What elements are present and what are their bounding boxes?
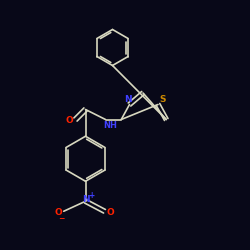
- Text: N: N: [82, 196, 89, 204]
- Text: −: −: [58, 214, 64, 223]
- Text: O: O: [106, 208, 114, 217]
- Text: N: N: [124, 94, 131, 104]
- Text: O: O: [66, 116, 73, 125]
- Text: NH: NH: [103, 120, 117, 130]
- Text: +: +: [88, 190, 94, 200]
- Text: O: O: [54, 208, 62, 217]
- Text: S: S: [159, 94, 166, 104]
